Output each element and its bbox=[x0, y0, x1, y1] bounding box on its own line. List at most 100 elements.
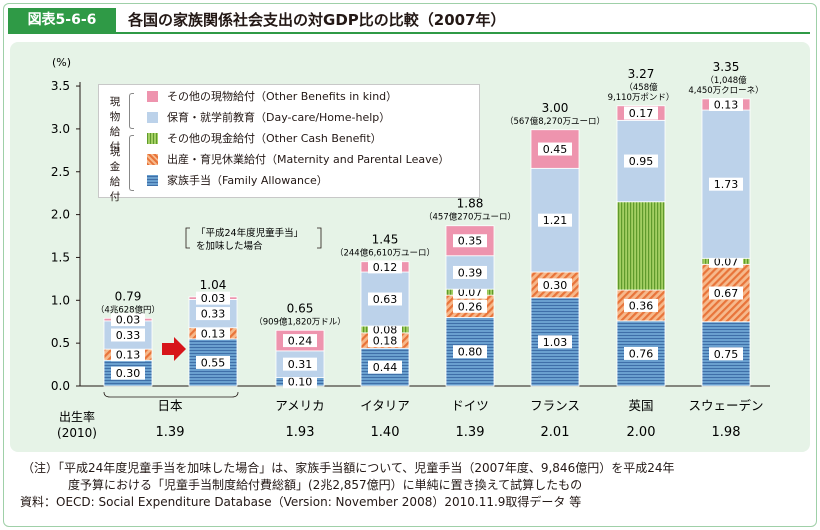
arrow-icon bbox=[162, 337, 186, 361]
data-label: 0.24 bbox=[288, 335, 313, 348]
data-label-box bbox=[283, 357, 317, 371]
birth-rate-heading: (2010) bbox=[57, 426, 97, 440]
data-label-box bbox=[538, 142, 572, 156]
amount-note: （244億6,610万ユーロ） bbox=[335, 248, 435, 259]
birth-rate-value: 1.98 bbox=[712, 425, 741, 440]
data-label: 0.31 bbox=[288, 358, 313, 371]
y-tick-label: 3.0 bbox=[51, 122, 70, 136]
legend-swatch bbox=[147, 175, 158, 186]
legend-swatch bbox=[147, 133, 158, 144]
data-label-box bbox=[196, 291, 230, 305]
data-label-box bbox=[709, 286, 743, 300]
data-label-box bbox=[196, 355, 230, 369]
data-label-box bbox=[196, 326, 230, 340]
legend-swatch bbox=[147, 91, 158, 102]
legend-group-cash: 現金 給付 bbox=[109, 146, 121, 203]
y-tick-label: 2.0 bbox=[51, 208, 70, 222]
birth-rate-value: 1.93 bbox=[286, 425, 315, 440]
data-label: 0.12 bbox=[373, 261, 398, 274]
amount-note: 9,110万ポンド） bbox=[608, 92, 675, 103]
x-category-label: 英国 bbox=[628, 398, 653, 413]
data-label-box bbox=[453, 299, 487, 313]
chart-bars: 0.30 0.55 0.10 0.44 0.80 1.03 0.76 0.75 0.13 0.13… bbox=[103, 97, 751, 389]
x-category-label: アメリカ bbox=[275, 398, 324, 413]
legend-swatch bbox=[147, 112, 158, 123]
data-label-box bbox=[111, 366, 145, 380]
bar-total-label: 3.27 bbox=[628, 67, 655, 81]
x-category-label: フランス bbox=[530, 398, 580, 413]
chart-legend: 現物 給付 現金 給付 その他の現物給付（Other Benefits in k… bbox=[98, 84, 480, 203]
figure-title: 各国の家族関係社会支出の対GDP比の比較（2007年） bbox=[128, 11, 506, 29]
bar-total-label: 0.79 bbox=[115, 289, 142, 303]
x-category-label: スウェーデン bbox=[688, 398, 763, 413]
data-label: 0.39 bbox=[458, 266, 483, 279]
legend-swatch bbox=[147, 154, 158, 165]
y-axis-unit: (%) bbox=[52, 56, 71, 69]
data-label: 0.67 bbox=[714, 287, 739, 300]
data-label: 0.13 bbox=[116, 349, 141, 362]
data-label: 0.80 bbox=[458, 346, 483, 359]
birth-rate-value: 2.01 bbox=[541, 425, 570, 440]
data-label: 0.03 bbox=[116, 314, 141, 327]
data-label: 0.33 bbox=[116, 329, 141, 342]
amount-note: 4,450万クローネ） bbox=[688, 85, 763, 96]
chart-axes: 0.0 0.5 1.0 1.5 2.0 2.5 3.0 3.5 (%) bbox=[51, 56, 770, 393]
data-label-box bbox=[453, 345, 487, 359]
data-label-box bbox=[368, 260, 402, 274]
data-label-box bbox=[453, 234, 487, 248]
y-tick-label: 3.5 bbox=[51, 79, 70, 93]
legend-label: その他の現物給付（Other Benefits in kind） bbox=[167, 90, 398, 103]
data-label: 0.03 bbox=[201, 292, 226, 305]
data-label-box bbox=[624, 154, 658, 168]
data-label-box bbox=[624, 298, 658, 312]
data-label-box bbox=[111, 328, 145, 342]
data-label-box bbox=[111, 313, 145, 327]
birth-rate-value: 1.39 bbox=[456, 425, 485, 440]
chart-annotations: （4兆628億円）0.79 1.04 （909億1,820万ドル）0.65 （244億… bbox=[57, 60, 764, 440]
data-label: 0.26 bbox=[458, 300, 483, 313]
bar-segment bbox=[616, 201, 666, 291]
data-label: 0.95 bbox=[629, 155, 654, 168]
data-label: 0.30 bbox=[116, 367, 141, 380]
data-label-box bbox=[538, 213, 572, 227]
data-label-box bbox=[111, 348, 145, 362]
x-category-label: イタリア bbox=[360, 398, 410, 413]
footnote-line-1: （注）「平成24年度児童手当を加味した場合」は、家族手当額について、児童手当（2… bbox=[22, 461, 675, 475]
data-label-box bbox=[368, 334, 402, 348]
data-label-box bbox=[368, 360, 402, 374]
amount-note: （1,048億 bbox=[705, 75, 747, 86]
bar-total-label: 0.65 bbox=[287, 301, 314, 315]
data-label: 1.21 bbox=[543, 214, 568, 227]
figure-label: 図表5-6-6 bbox=[8, 8, 116, 32]
data-label: 1.73 bbox=[714, 178, 739, 191]
data-label-box bbox=[538, 335, 572, 349]
japan-note: を加味した場合 bbox=[196, 240, 263, 252]
legend-label: 保育・就学前教育（Day-care/Home-help） bbox=[167, 111, 391, 124]
data-label: 0.08 bbox=[373, 323, 398, 336]
data-label: 0.36 bbox=[629, 299, 654, 312]
y-tick-label: 2.5 bbox=[51, 165, 70, 179]
birth-rate-value: 1.39 bbox=[156, 425, 185, 440]
data-label-box bbox=[709, 177, 743, 191]
data-label-box bbox=[624, 106, 658, 120]
data-label: 0.13 bbox=[201, 327, 226, 340]
source-line: 資料：OECD: Social Expenditure Database（Ver… bbox=[20, 495, 582, 509]
japan-note-bracket-left bbox=[185, 227, 190, 249]
x-category-label: 日本 bbox=[157, 398, 183, 413]
y-tick-label: 0.5 bbox=[51, 336, 70, 350]
figure-header: 図表5-6-6 各国の家族関係社会支出の対GDP比の比較（2007年） bbox=[8, 8, 810, 34]
japan-note-bracket-right bbox=[317, 227, 322, 249]
y-tick-label: 0.0 bbox=[51, 379, 70, 393]
data-label: 0.13 bbox=[714, 98, 739, 111]
japan-note: 「平成24年度児童手当」 bbox=[196, 227, 303, 239]
data-label-box bbox=[283, 334, 317, 348]
data-label: 1.03 bbox=[543, 336, 568, 349]
amount-note: （458億 bbox=[624, 82, 658, 93]
legend-brace-cash bbox=[129, 135, 134, 191]
data-label: 0.44 bbox=[373, 361, 398, 374]
bar-total-label: 1.45 bbox=[372, 233, 399, 247]
birth-rate-heading: 出生率 bbox=[59, 409, 95, 424]
japan-group-bracket bbox=[103, 391, 239, 398]
y-tick-label: 1.0 bbox=[51, 293, 70, 307]
data-label: 0.18 bbox=[373, 335, 398, 348]
